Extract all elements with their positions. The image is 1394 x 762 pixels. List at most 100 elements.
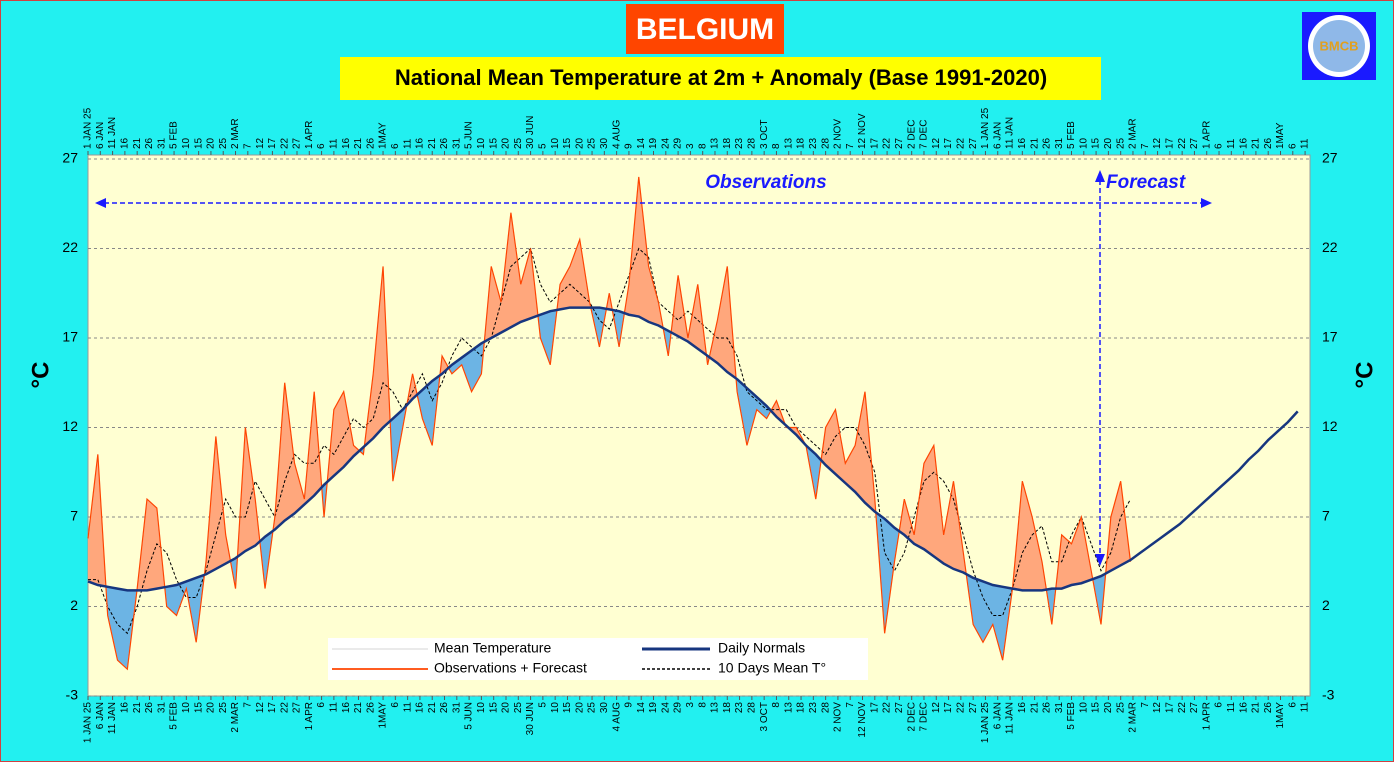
y-tick-label-right: 22 [1322,239,1338,255]
y-tick-label: -3 [66,687,79,703]
x-tick-label: 20 [501,702,512,714]
x-tick-label-top: 25 [587,137,598,149]
x-tick-label-top: 11 [1226,138,1237,149]
x-tick-label-top: 12 NOV [857,113,868,149]
arrow-head [1201,198,1212,208]
x-tick-label: 12 [1152,702,1163,714]
x-tick-label: 21 [353,702,364,714]
x-tick-label-top: 26 [1263,137,1274,149]
x-tick-label-top: 10 [476,137,487,149]
x-tick-label: 7 [1140,702,1151,708]
legend-label: Daily Normals [718,640,805,656]
x-tick-label-top: 21 [132,137,143,149]
x-tick-label: 12 [931,702,942,714]
x-tick-label: 15 [1091,702,1102,714]
y-tick-label: 12 [62,418,78,434]
x-tick-label: 17 [267,702,278,714]
x-tick-label-top: 26 [365,137,376,149]
x-tick-label-top: 6 [1214,143,1225,149]
x-tick-label: 7 [242,702,253,708]
legend-label: Mean Temperature [434,640,551,656]
title-box [626,4,784,54]
x-tick-label-top: 23 [808,137,819,149]
x-tick-label: 15 [488,702,499,714]
x-tick-label-top: 3 OCT [759,120,770,149]
x-tick-label-top: 15 [562,137,573,149]
x-tick-label: 14 [636,702,647,714]
x-tick-label-top: 20 [1103,137,1114,149]
x-tick-label-top: 21 [353,137,364,149]
x-tick-label-top: 11 [1300,138,1311,149]
x-tick-label-top: 16 [1238,137,1249,149]
series-line [87,306,1299,592]
y-tick-label-right: 12 [1322,418,1338,434]
x-tick-label-top: 27 [968,137,979,149]
x-tick-label-top: 26 [439,137,450,149]
x-tick-label: 27 [1189,702,1200,714]
x-tick-label: 16 [1017,702,1028,714]
x-tick-label-top: 2 MAR [230,118,241,149]
x-tick-label: 2 MAR [1128,702,1139,733]
x-tick-label-top: 11 JAN [1005,117,1016,149]
x-tick-label: 25 [218,702,229,714]
series-line [88,247,1131,635]
x-tick-label: 4 AUG [611,702,622,732]
x-tick-label: 25 [587,702,598,714]
x-tick-label-top: 10 [181,137,192,149]
x-tick-label: 21 [1251,702,1262,714]
subtitle-box [340,57,1101,100]
x-tick-label: 6 JAN [95,702,106,729]
annotation: Forecast [1106,172,1186,193]
x-tick-label-top: 1MAY [1275,122,1286,149]
y-tick-label-right: 2 [1322,597,1330,613]
x-tick-label-top: 26 [144,137,155,149]
legend-box [328,638,868,680]
x-tick-label-top: 25 [1115,137,1126,149]
x-tick-label: 5 JUN [464,702,475,730]
x-tick-label-top: 20 [206,137,217,149]
x-tick-label: 16 [120,702,131,714]
x-tick-label: 1MAY [1275,702,1286,729]
x-tick-label: 27 [292,702,303,714]
x-tick-label: 10 [550,702,561,714]
logo-text: BMCB [1320,38,1359,53]
x-tick-label: 10 [1078,702,1089,714]
x-tick-label: 31 [451,702,462,714]
x-tick-label-top: 11 [329,138,340,149]
x-tick-label-top: 1 APR [1201,121,1212,149]
x-tick-label-top: 16 [120,137,131,149]
x-tick-label-top: 2 DEC [906,120,917,149]
y-tick-label-right: 27 [1322,150,1338,166]
x-tick-label-top: 17 [1164,137,1175,149]
x-tick-label-top: 13 [783,137,794,149]
x-tick-label-top: 3 [685,143,696,149]
x-tick-label-top: 18 [722,137,733,149]
x-tick-label: 25 [1115,702,1126,714]
annotation: Observations [705,172,826,193]
x-tick-label: 5 FEB [1066,702,1077,730]
x-tick-label-top: 1 APR [304,121,315,149]
x-tick-label: 26 [1042,702,1053,714]
x-tick-label-top: 25 [218,137,229,149]
x-tick-label: 26 [1263,702,1274,714]
y-tick-label-right: 7 [1322,508,1330,524]
x-tick-label-top: 27 [1189,137,1200,149]
x-tick-label: 30 [599,702,610,714]
x-tick-label-top: 10 [1078,137,1089,149]
x-tick-label-top: 20 [574,137,585,149]
x-tick-label: 10 [181,702,192,714]
x-tick-label-top: 6 [316,143,327,149]
x-tick-label-top: 28 [820,137,831,149]
x-tick-label: 25 [513,702,524,714]
x-tick-label: 29 [673,702,684,714]
y-tick-label-right: -3 [1322,687,1335,703]
y-axis-label-right: °C [1351,362,1378,389]
x-tick-label: 21 [132,702,143,714]
arrow-head [95,198,106,208]
x-tick-label-top: 8 [771,143,782,149]
x-tick-label: 22 [1177,702,1188,714]
x-tick-label-top: 22 [955,137,966,149]
x-tick-label: 6 [316,702,327,708]
x-tick-label: 7 DEC [919,702,930,731]
